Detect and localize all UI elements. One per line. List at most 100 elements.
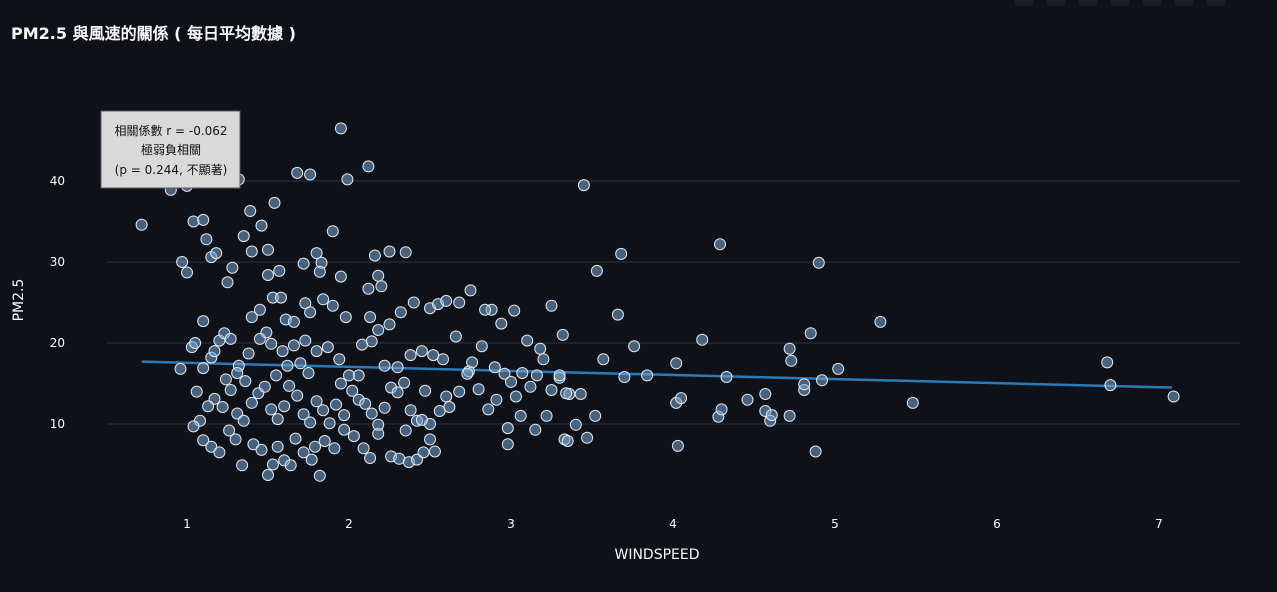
reset-axes-icon[interactable] [1207, 0, 1225, 6]
data-point[interactable] [318, 435, 331, 447]
data-point[interactable] [906, 396, 919, 409]
data-point[interactable] [187, 420, 200, 433]
data-point[interactable] [670, 357, 683, 370]
data-point[interactable] [262, 243, 274, 256]
data-point[interactable] [189, 337, 202, 349]
data-point[interactable] [202, 400, 215, 413]
data-point[interactable] [530, 369, 543, 382]
data-point[interactable] [415, 345, 428, 358]
data-point[interactable] [472, 383, 485, 396]
data-point[interactable] [577, 179, 590, 192]
data-point[interactable] [265, 337, 278, 350]
data-point[interactable] [343, 369, 355, 382]
data-point[interactable] [197, 315, 210, 328]
data-point[interactable] [289, 432, 302, 445]
data-point[interactable] [297, 257, 310, 270]
data-point[interactable] [326, 299, 339, 312]
data-point[interactable] [391, 361, 404, 374]
data-point[interactable] [347, 430, 360, 443]
data-point[interactable] [219, 373, 232, 386]
data-point[interactable] [466, 356, 479, 369]
data-point[interactable] [239, 375, 252, 388]
data-point[interactable] [334, 270, 347, 283]
data-point[interactable] [317, 293, 330, 306]
data-point[interactable] [323, 417, 336, 430]
data-point[interactable] [628, 340, 641, 353]
data-point[interactable] [245, 396, 258, 409]
data-point[interactable] [181, 266, 193, 279]
data-point[interactable] [302, 367, 315, 379]
data-point[interactable] [696, 333, 709, 346]
data-point[interactable] [236, 459, 249, 472]
data-point[interactable] [498, 367, 511, 380]
data-point[interactable] [809, 445, 822, 458]
data-point[interactable] [816, 374, 828, 387]
data-point[interactable] [187, 215, 200, 228]
data-point[interactable] [1101, 356, 1114, 369]
data-point[interactable] [783, 409, 796, 422]
data-point[interactable] [741, 393, 754, 406]
data-point[interactable] [378, 401, 391, 414]
data-point[interactable] [597, 353, 610, 366]
data-point[interactable] [255, 443, 268, 456]
data-point[interactable] [278, 400, 291, 413]
data-point[interactable] [197, 362, 210, 375]
data-point[interactable] [424, 433, 436, 446]
data-point[interactable] [197, 434, 210, 447]
data-point[interactable] [537, 353, 550, 366]
data-point[interactable] [224, 384, 237, 396]
data-point[interactable] [333, 353, 346, 366]
data-point[interactable] [229, 433, 242, 446]
data-point[interactable] [832, 362, 845, 375]
data-point[interactable] [508, 304, 521, 317]
data-point[interactable] [304, 168, 317, 181]
data-point[interactable] [297, 446, 310, 459]
data-point[interactable] [213, 446, 226, 459]
data-point[interactable] [509, 390, 522, 403]
data-point[interactable] [534, 342, 547, 355]
data-point[interactable] [216, 401, 229, 413]
data-point[interactable] [221, 276, 234, 289]
data-point[interactable] [210, 247, 223, 260]
data-point[interactable] [224, 332, 237, 345]
data-point[interactable] [284, 459, 297, 472]
data-point[interactable] [326, 225, 339, 238]
data-point[interactable] [475, 340, 488, 353]
data-point[interactable] [258, 380, 271, 393]
data-point[interactable] [313, 469, 326, 482]
data-point[interactable] [362, 282, 375, 295]
data-point[interactable] [346, 384, 359, 397]
data-point[interactable] [247, 438, 260, 451]
data-point[interactable] [244, 205, 257, 217]
data-point[interactable] [273, 264, 286, 277]
camera-icon[interactable] [1015, 0, 1033, 6]
data-point[interactable] [1167, 390, 1180, 403]
data-point[interactable] [271, 413, 284, 426]
data-point[interactable] [516, 367, 529, 379]
data-point[interactable] [174, 362, 187, 375]
data-point[interactable] [545, 384, 558, 396]
data-point[interactable] [521, 334, 534, 347]
data-point[interactable] [287, 339, 300, 352]
data-point[interactable] [404, 404, 417, 417]
data-point[interactable] [223, 424, 236, 437]
data-point[interactable] [714, 238, 726, 251]
data-point[interactable] [287, 315, 300, 328]
data-point[interactable] [338, 409, 351, 422]
data-point[interactable] [205, 440, 218, 453]
data-point[interactable] [253, 332, 266, 345]
data-point[interactable] [253, 303, 266, 316]
data-point[interactable] [299, 334, 312, 347]
data-point[interactable] [200, 233, 213, 246]
data-point[interactable] [505, 375, 517, 388]
data-point[interactable] [453, 296, 466, 309]
data-point[interactable] [404, 349, 417, 362]
data-point[interactable] [501, 438, 514, 451]
pan-icon[interactable] [1079, 0, 1097, 6]
data-point[interactable] [237, 230, 250, 243]
data-point[interactable] [356, 338, 368, 351]
data-point[interactable] [812, 256, 825, 269]
data-point[interactable] [291, 389, 304, 402]
data-point[interactable] [372, 418, 385, 431]
data-point[interactable] [569, 418, 582, 431]
